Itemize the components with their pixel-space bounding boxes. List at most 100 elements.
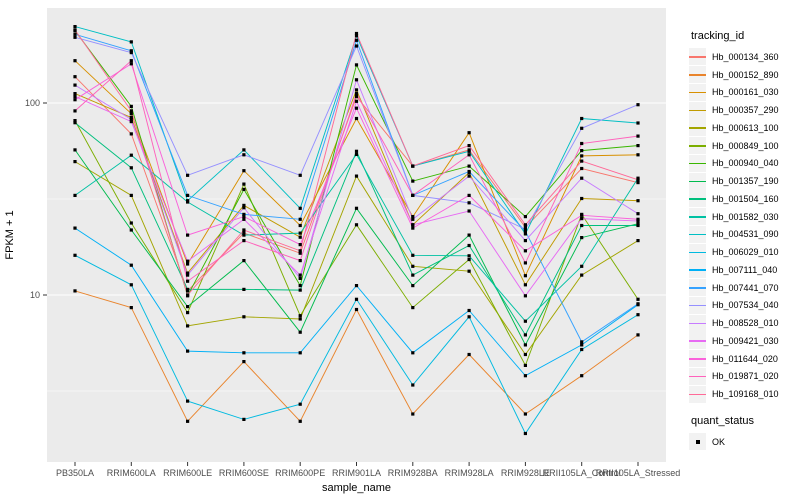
x-tick-label: RRIM928BA	[388, 468, 438, 478]
data-point	[129, 115, 133, 120]
data-point	[467, 233, 471, 237]
data-point	[523, 239, 527, 243]
data-point	[580, 343, 584, 347]
data-point	[298, 259, 302, 263]
data-point	[354, 116, 359, 121]
legend-line-sample	[689, 109, 706, 112]
data-point	[298, 251, 302, 255]
data-point	[411, 253, 415, 257]
data-point	[523, 374, 527, 378]
x-tick-label: RRII105LA_Stressed	[596, 468, 681, 478]
data-point	[73, 95, 77, 99]
legend-entry-label: Hb_007441_070	[712, 282, 779, 293]
data-point	[242, 315, 246, 319]
data-point	[467, 352, 471, 357]
legend-entry-label: OK	[712, 436, 726, 447]
data-point	[354, 149, 359, 153]
data-point	[411, 223, 415, 227]
data-point	[129, 112, 133, 116]
data-point	[186, 271, 190, 275]
legend-key-swatch	[689, 154, 706, 172]
data-point	[242, 169, 246, 173]
legend-key-swatch	[689, 243, 706, 261]
data-point	[467, 308, 471, 313]
legend-entry-label: Hb_004531_090	[712, 229, 779, 240]
data-point	[411, 412, 415, 416]
legend-line-sample	[689, 162, 706, 165]
data-point	[523, 227, 527, 231]
data-point	[636, 134, 640, 138]
legend-entry-Hb_000357_290: Hb_000357_290	[689, 101, 799, 119]
data-point	[129, 221, 133, 225]
data-point	[580, 273, 584, 277]
data-point	[242, 351, 246, 355]
legend-entry-Hb_001582_030: Hb_001582_030	[689, 208, 799, 226]
data-point	[129, 104, 133, 108]
data-point	[354, 95, 359, 99]
data-point	[354, 284, 359, 288]
legend-entry-Hb_001504_160: Hb_001504_160	[689, 190, 799, 208]
data-point	[298, 223, 302, 228]
x-tick-label: RRIM600LA	[107, 468, 156, 478]
legend-entry-Hb_001357_190: Hb_001357_190	[689, 172, 799, 190]
data-point	[354, 88, 359, 92]
legend-line-sample	[689, 340, 706, 342]
legend-key-swatch	[689, 225, 706, 243]
data-point	[298, 276, 302, 280]
y-tick-label: 100	[25, 98, 40, 108]
legend-entry-label: Hb_007111_040	[712, 264, 778, 275]
data-point	[523, 215, 527, 219]
legend-line-sample	[689, 322, 706, 325]
legend-line-sample	[689, 393, 706, 396]
legend-key-swatch	[689, 332, 706, 350]
data-point	[580, 176, 584, 180]
legend-entry-label: Hb_008528_010	[712, 318, 779, 329]
x-tick-label: RRIM928LA	[445, 468, 494, 478]
data-point	[129, 166, 133, 170]
data-point	[523, 283, 527, 287]
data-point	[467, 174, 471, 178]
legend-line-sample	[689, 304, 706, 307]
legend-entry-label: Hb_001357_190	[712, 176, 779, 187]
data-point	[186, 399, 190, 403]
legend-key-swatch	[689, 137, 706, 155]
data-point	[354, 297, 359, 301]
data-point	[467, 209, 471, 213]
legend-line-sample	[689, 269, 706, 271]
legend-entry-label: Hb_000940_040	[712, 158, 779, 169]
legend-line-sample	[689, 251, 706, 254]
data-point	[129, 193, 133, 197]
data-point	[467, 193, 471, 197]
data-point	[354, 206, 359, 210]
data-point	[467, 243, 471, 248]
data-point	[354, 106, 359, 110]
data-point	[186, 349, 190, 353]
data-point	[129, 306, 133, 310]
data-point	[298, 235, 302, 239]
data-point	[354, 31, 359, 36]
legend-entry-Hb_000161_030: Hb_000161_030	[689, 83, 799, 102]
data-point	[73, 109, 77, 113]
data-point	[467, 153, 471, 157]
legend-line-sample	[689, 375, 706, 378]
data-point	[467, 269, 471, 273]
legend-key-swatch	[689, 101, 706, 119]
data-point	[242, 187, 246, 191]
legend-entries: Hb_000134_360 Hb_000152_890 Hb_000161_030 H…	[689, 48, 799, 403]
data-point	[73, 28, 77, 32]
data-point	[580, 126, 584, 130]
data-point	[523, 274, 527, 278]
legend-entry-Hb_008528_010: Hb_008528_010	[689, 314, 799, 332]
data-point	[580, 149, 584, 153]
legend-entry-Hb_007111_040: Hb_007111_040	[689, 261, 799, 279]
data-point	[411, 179, 415, 183]
data-point	[636, 222, 640, 226]
data-point	[636, 178, 640, 182]
data-point	[523, 363, 527, 367]
data-point	[636, 297, 640, 301]
data-point	[298, 288, 302, 292]
legend-entry-label: Hb_109168_010	[712, 389, 779, 400]
data-point	[580, 196, 584, 201]
